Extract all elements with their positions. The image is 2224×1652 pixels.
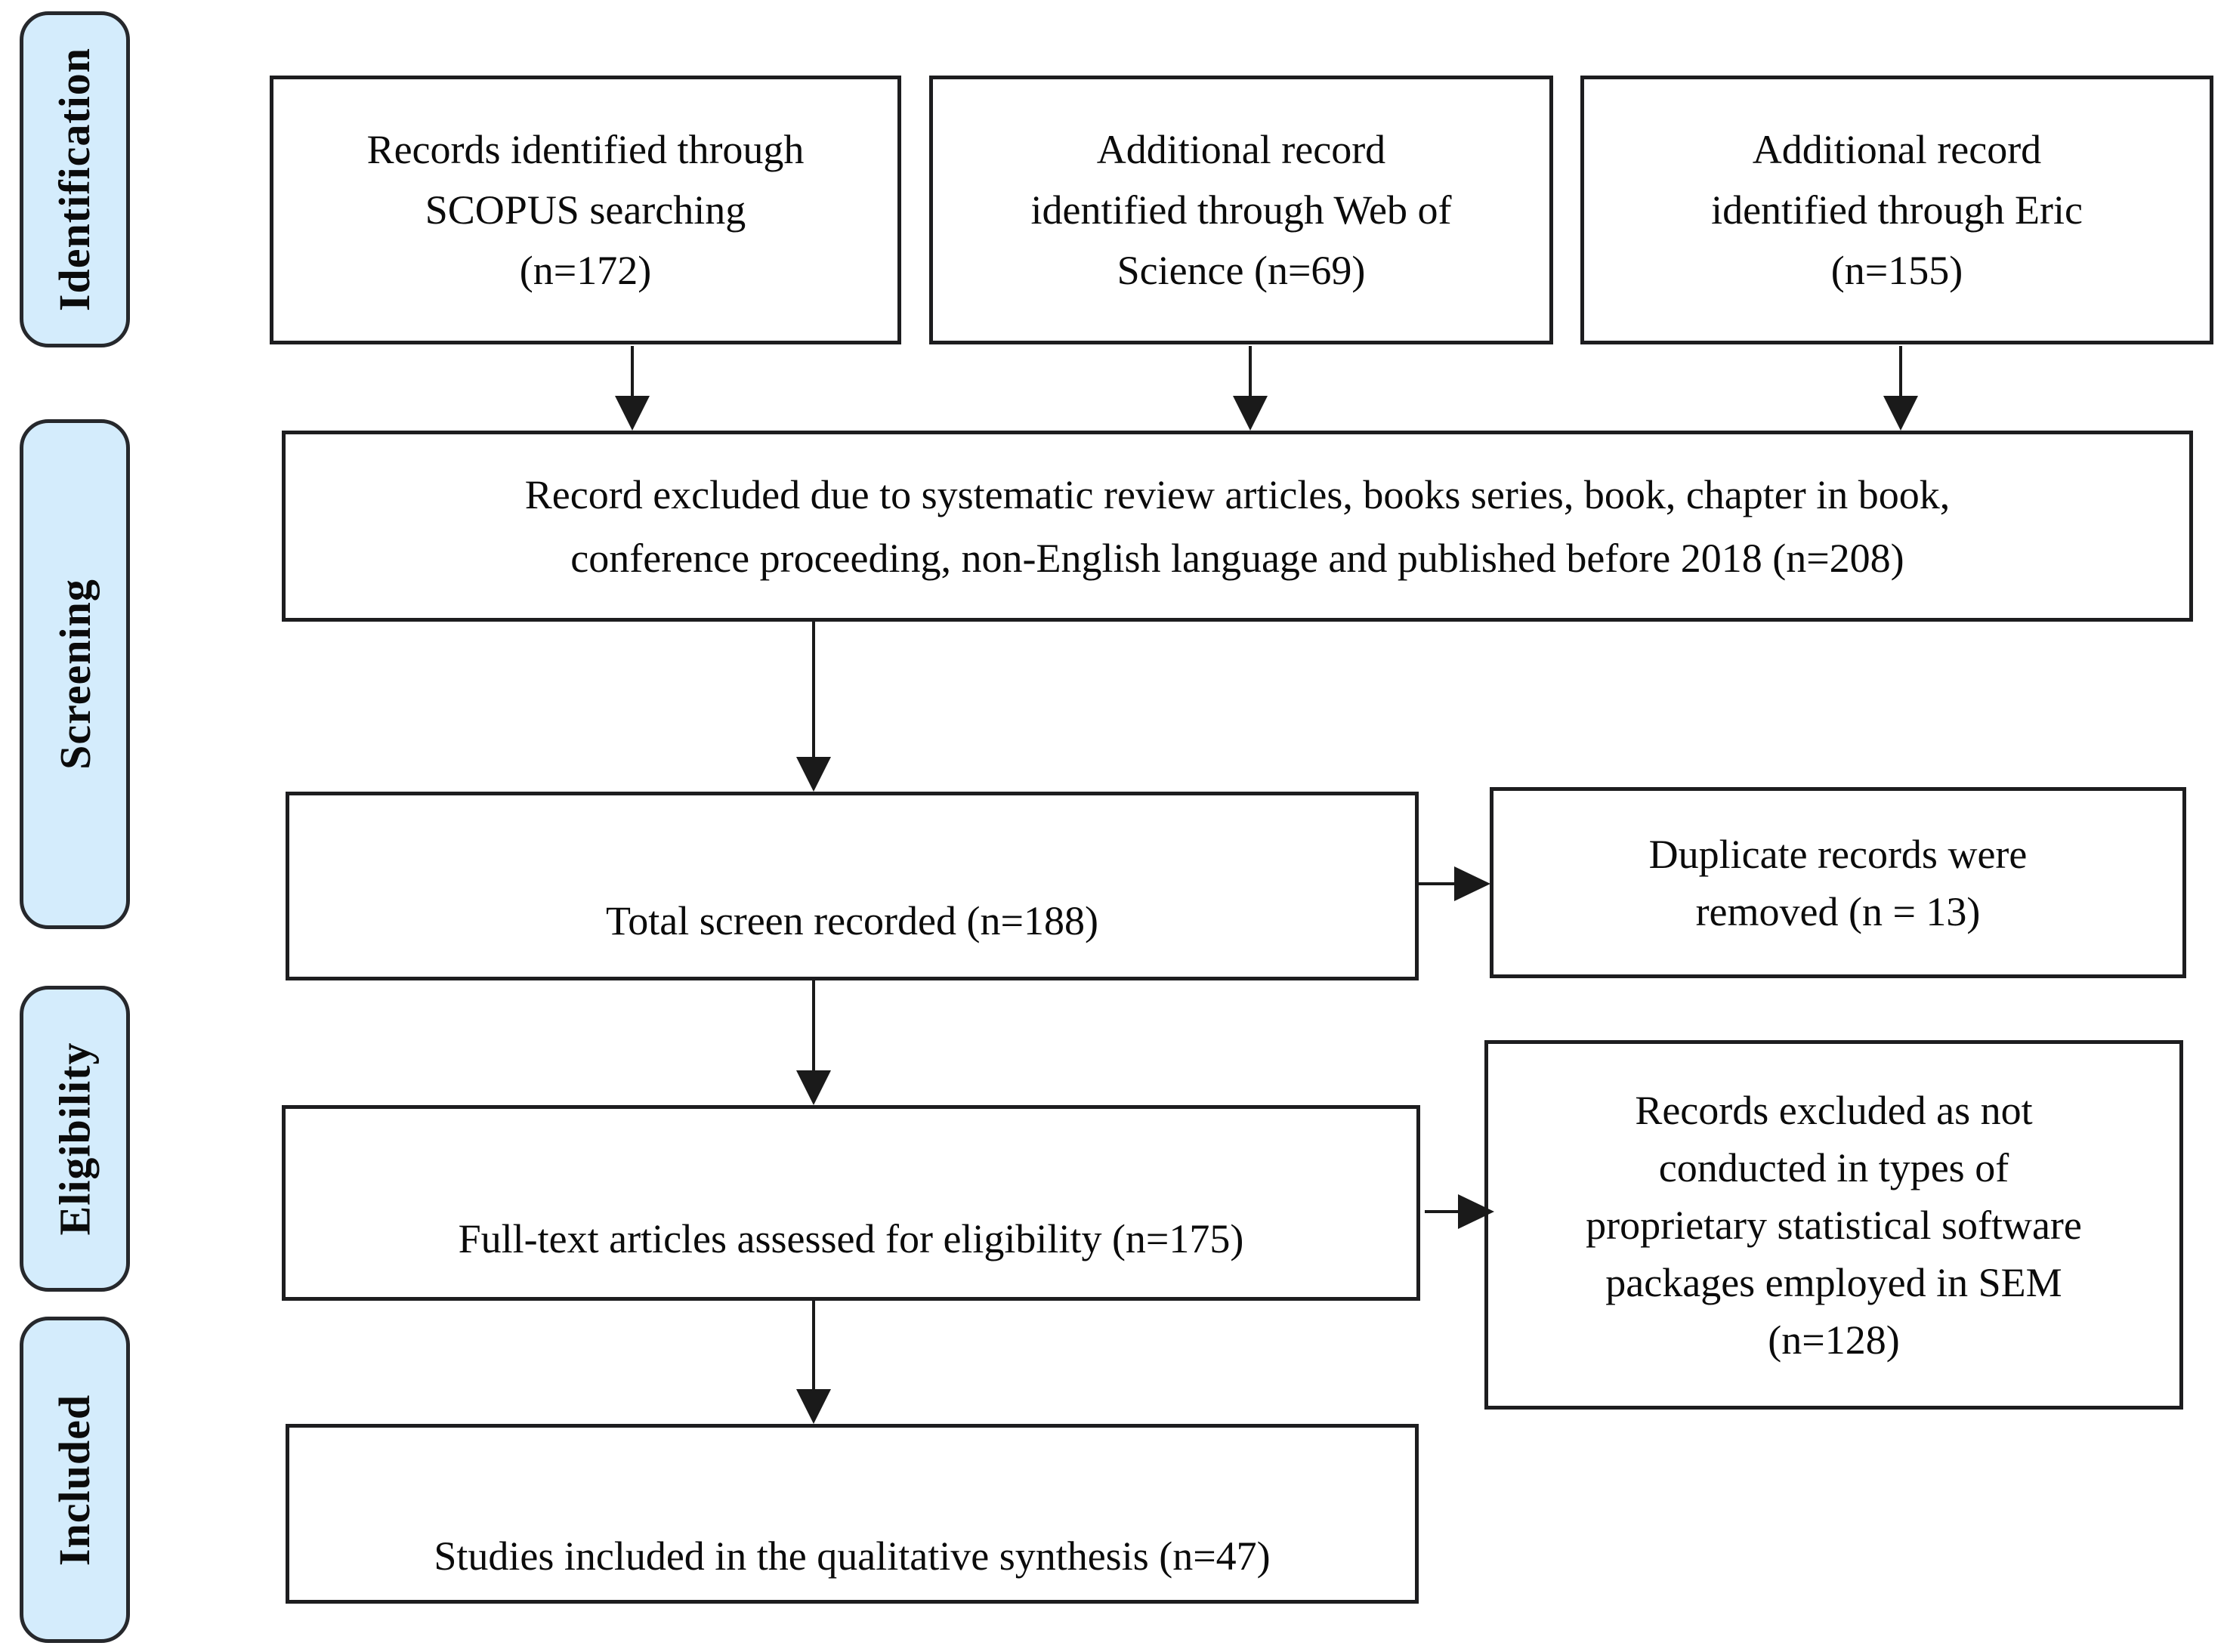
arrow-total-to-fulltext-line: [812, 980, 815, 1070]
arrow-fulltext-to-excluded-line: [1425, 1210, 1458, 1213]
arrow-eric-to-screening-line: [1899, 346, 1902, 399]
arrow-total-to-duplicates-line: [1418, 882, 1454, 885]
arrow-scopus-to-screening-head-icon: [615, 396, 650, 431]
arrow-scopus-to-screening-line: [631, 346, 634, 399]
box-studies-included: Studies included in the qualitative synt…: [286, 1424, 1419, 1604]
stage-eligibility: Eligibility: [20, 986, 130, 1292]
box-records-scopus: Records identified through SCOPUS search…: [270, 76, 901, 344]
box-total-screened-text: Total screen recorded (n=188): [606, 898, 1098, 943]
box-duplicates-removed: Duplicate records were removed (n = 13): [1490, 787, 2186, 978]
stage-eligibility-label: Eligibility: [50, 1042, 100, 1236]
arrow-screening-to-total-line: [812, 622, 815, 757]
box-records-eric-text: Additional record identified through Eri…: [1711, 127, 2083, 293]
arrow-fulltext-to-included-head-icon: [796, 1389, 831, 1424]
box-fulltext-assessed-text: Full-text articles assessed for eligibil…: [458, 1216, 1244, 1261]
box-records-web-of-science: Additional record identified through Web…: [929, 76, 1553, 344]
arrow-screening-to-total-head-icon: [796, 757, 831, 792]
stage-screening: Screening: [20, 419, 130, 929]
stage-included: Included: [20, 1317, 130, 1643]
box-records-excluded-sem-text: Records excluded as not conducted in typ…: [1586, 1087, 2082, 1363]
stage-identification-label: Identification: [50, 47, 100, 312]
arrow-wos-to-screening-line: [1249, 346, 1252, 399]
arrow-fulltext-to-excluded-head-icon: [1458, 1194, 1494, 1229]
box-records-eric: Additional record identified through Eri…: [1580, 76, 2213, 344]
box-total-screened: Total screen recorded (n=188): [286, 792, 1419, 980]
box-records-excluded-screening-text: Record excluded due to systematic review…: [524, 471, 1951, 581]
box-records-web-of-science-text: Additional record identified through Web…: [1030, 127, 1452, 293]
box-fulltext-assessed: Full-text articles assessed for eligibil…: [282, 1105, 1420, 1301]
box-studies-included-text: Studies included in the qualitative synt…: [434, 1533, 1271, 1579]
arrow-total-to-duplicates-head-icon: [1454, 866, 1490, 901]
arrow-fulltext-to-included-line: [812, 1301, 815, 1389]
stage-identification: Identification: [20, 11, 130, 347]
box-records-excluded-screening: Record excluded due to systematic review…: [282, 431, 2193, 622]
arrow-eric-to-screening-head-icon: [1883, 396, 1918, 431]
box-duplicates-removed-text: Duplicate records were removed (n = 13): [1648, 831, 2028, 934]
arrow-wos-to-screening-head-icon: [1233, 396, 1268, 431]
box-records-excluded-sem: Records excluded as not conducted in typ…: [1484, 1040, 2183, 1410]
stage-screening-label: Screening: [50, 579, 100, 770]
box-records-scopus-text: Records identified through SCOPUS search…: [366, 127, 805, 293]
arrow-total-to-fulltext-head-icon: [796, 1070, 831, 1105]
stage-included-label: Included: [50, 1394, 100, 1566]
